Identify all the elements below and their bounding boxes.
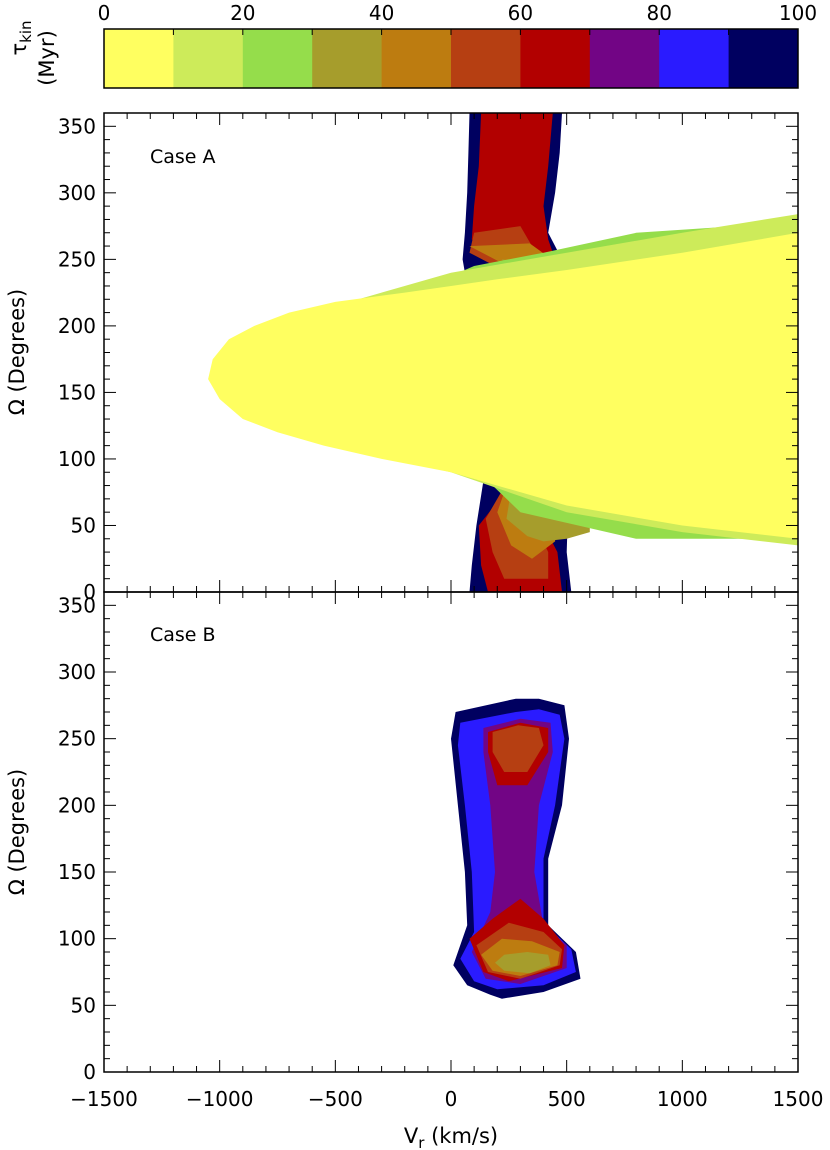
x-tick-label: 500 [548,1087,586,1111]
colorbar-bins [104,29,799,88]
y-tick-label: 100 [58,927,96,951]
case-b-y-axis-title: Ω (Degrees) [5,769,29,895]
colorbar-tick-label: 20 [230,1,255,25]
case-a-ticks: 0 50 100 150 200 250 300 350 [58,112,799,604]
x-tick-label: 1000 [657,1087,708,1111]
colorbar-tick-label: 40 [369,1,394,25]
colorbar-bin [659,29,730,88]
colorbar-bin [242,29,313,88]
x-tick-label: −500 [308,1087,363,1111]
x-axis-title: Vr (km/s) [404,1124,498,1150]
case-a-label: Case A [150,146,216,168]
colorbar-tick-label: 60 [508,1,533,25]
y-tick-label: 300 [58,660,96,684]
colorbar-bin [728,29,799,88]
colorbar-bin [451,29,521,88]
y-tick-label: 200 [58,314,96,338]
y-tick-label: 0 [83,1060,96,1084]
case-b-frame [103,591,799,1073]
y-tick-label: 200 [58,793,96,817]
case-b-label: Case B [150,624,216,646]
case-b-regions [451,698,581,999]
y-tick-label: 0 [83,580,96,604]
colorbar-unit: (Myr) [35,30,59,86]
y-tick-label: 250 [58,727,96,751]
colorbar-bin [173,29,244,88]
colorbar-bin [104,29,174,88]
colorbar-ticks: 0 20 40 60 80 100 [98,1,817,35]
colorbar: 0 20 40 60 80 100 τkin (Myr) [7,1,817,89]
y-tick-label: 150 [58,380,96,404]
tau-region-50-60 [492,725,544,772]
y-tick-label: 350 [58,593,96,617]
y-tick-label: 250 [58,247,96,271]
y-tick-label: 300 [58,181,96,205]
x-tick-label: −1000 [186,1087,254,1111]
colorbar-bin [589,29,660,88]
colorbar-tick-label: 100 [779,1,817,25]
tau-region-30-40 [495,952,551,974]
tau-region-0-10 [208,232,798,539]
x-tick-label: −1500 [70,1087,138,1111]
panel-case-b: 0 50 100 150 200 250 300 350 −1500 −1000 −500 0 500 1… [5,591,824,1150]
case-a-regions [208,113,798,592]
case-a-y-axis-title: Ω (Degrees) [5,289,29,415]
y-tick-label: 100 [58,447,96,471]
y-tick-label: 150 [58,860,96,884]
panel-case-a: 0 50 100 150 200 250 300 350 Case A Ω (Degrees) [5,112,799,604]
y-tick-label: 50 [71,513,96,537]
y-tick-label: 350 [58,114,96,138]
colorbar-tick-label: 80 [646,1,671,25]
y-tick-label: 50 [71,993,96,1017]
colorbar-bin [520,29,591,88]
x-tick-label: 1500 [773,1087,824,1111]
x-tick-label: 0 [445,1087,458,1111]
colorbar-bin [312,29,383,88]
case-b-ticks: 0 50 100 150 200 250 300 350 −1500 −1000 −500 0 500 1… [58,591,824,1111]
colorbar-label: τkin [7,20,35,55]
colorbar-tick-label: 0 [98,1,111,25]
colorbar-bin [381,29,452,88]
